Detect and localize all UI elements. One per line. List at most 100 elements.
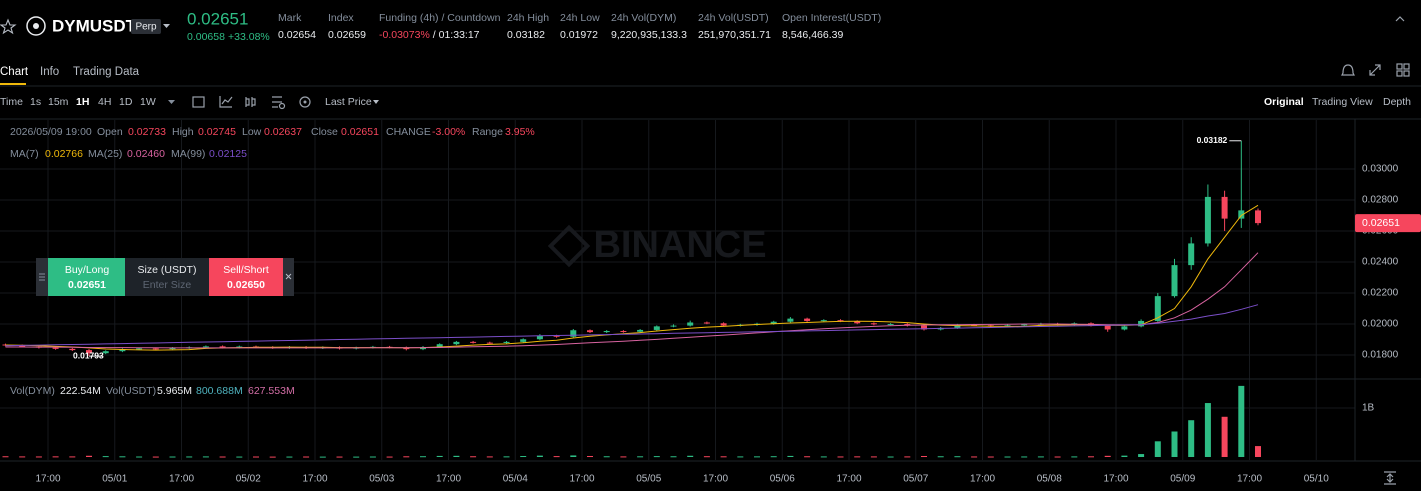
y-tick-label: 0.02200 — [1362, 288, 1399, 299]
candle-body — [1104, 325, 1111, 330]
volume-label: Vol(DYM) — [10, 385, 55, 397]
volume-bar — [35, 456, 42, 458]
indicator-icon[interactable] — [219, 96, 233, 108]
interval[interactable]: 15m — [48, 96, 69, 108]
x-tick-label: 05/01 — [102, 474, 127, 485]
calendar-icon[interactable] — [192, 96, 205, 108]
volume-bar — [787, 455, 794, 457]
size-input[interactable] — [125, 258, 209, 296]
volume-bar — [921, 456, 927, 458]
volume-bar — [152, 456, 159, 458]
candle-body — [620, 331, 627, 333]
candle-body — [854, 321, 861, 324]
interval[interactable]: 4H — [98, 96, 111, 108]
stat-value: 0.03182 — [507, 29, 545, 41]
candle-body — [1021, 324, 1028, 326]
symbol[interactable]: DYMUSDT — [52, 16, 137, 35]
candle-body — [954, 324, 961, 328]
collapse-icon[interactable] — [1395, 16, 1405, 22]
volume-bar — [52, 456, 59, 458]
volume-bar — [369, 456, 376, 458]
layout-icon[interactable] — [1396, 63, 1403, 70]
badge-bg — [131, 19, 161, 34]
interval[interactable]: Time — [0, 96, 23, 108]
volume-bar — [503, 456, 510, 458]
candle-body — [19, 345, 26, 347]
volume-bar — [670, 456, 677, 458]
candle-body — [503, 341, 510, 343]
layout-icon[interactable] — [1403, 63, 1410, 70]
volume-bar — [303, 456, 310, 458]
view-option[interactable]: Depth — [1383, 96, 1411, 108]
candle-body — [687, 322, 694, 326]
candle-body — [1204, 196, 1211, 244]
watermark: BINANCE — [593, 224, 766, 266]
stat-label: 24h Vol(DYM) — [611, 12, 676, 24]
candle-body — [136, 348, 143, 350]
tab[interactable]: Trading Data — [73, 66, 140, 78]
stat-value: -0.03073%/ 01:33:17 — [379, 29, 480, 41]
stat-value: 8,546,466.39 — [782, 29, 843, 41]
volume-bar — [403, 456, 410, 458]
interval[interactable]: 1W — [140, 96, 156, 108]
candle-body — [1154, 296, 1161, 321]
favorite-star[interactable] — [0, 18, 17, 35]
candle-body — [152, 348, 159, 350]
interval[interactable]: 1H — [76, 96, 89, 108]
candle-body — [971, 324, 978, 326]
candle-body — [202, 346, 209, 348]
buy-button[interactable] — [48, 258, 125, 296]
draw-icon[interactable] — [299, 96, 311, 108]
volume-bar — [486, 456, 493, 458]
candle-body — [770, 321, 777, 324]
volume-bar — [420, 456, 426, 458]
volume-bar — [1171, 431, 1178, 457]
candle-body — [1255, 210, 1261, 224]
alert-icon[interactable] — [1341, 64, 1355, 76]
tab[interactable]: Info — [40, 66, 59, 78]
expand-icon[interactable] — [1369, 64, 1381, 76]
volume-bar — [887, 456, 894, 458]
candle-body — [536, 335, 543, 340]
layout-icon[interactable] — [1403, 70, 1410, 77]
close-icon — [285, 273, 292, 280]
candle-body — [219, 346, 226, 348]
x-tick-label: 17:00 — [1237, 474, 1262, 485]
interval[interactable]: 1D — [119, 96, 133, 108]
candle-body — [603, 331, 610, 333]
volume-bar — [620, 456, 627, 458]
volume-bar — [904, 456, 911, 458]
layout-icon[interactable] — [1396, 70, 1403, 77]
stat-label: Funding (4h) / Countdown — [379, 12, 501, 24]
candle-type-icon[interactable] — [245, 97, 256, 107]
interval[interactable]: 1s — [30, 96, 41, 108]
candle-body — [236, 346, 243, 348]
settings-icon[interactable] — [272, 96, 282, 108]
candle-body — [870, 323, 877, 325]
volume-bar — [1054, 456, 1061, 458]
interval-caret[interactable] — [168, 100, 175, 104]
x-tick-label: 17:00 — [35, 474, 60, 485]
symbol-caret[interactable] — [163, 24, 170, 28]
volume-bar — [954, 456, 961, 458]
price-source-caret[interactable] — [373, 100, 379, 104]
volume-bar — [837, 456, 844, 458]
view-option[interactable]: Original — [1264, 96, 1304, 108]
ohlc-label: High — [172, 126, 194, 138]
sell-label: Sell/Short — [223, 264, 269, 276]
tab[interactable]: Chart — [0, 66, 29, 78]
candle-body — [102, 351, 109, 354]
price-change-pct: +33.08% — [228, 31, 270, 43]
scale-icon[interactable] — [1384, 471, 1396, 485]
volume-bar — [386, 456, 393, 458]
volume-bar — [754, 456, 760, 458]
candle-body — [470, 341, 477, 343]
view-option[interactable]: Trading View — [1312, 96, 1373, 108]
volume-bar — [453, 455, 460, 457]
price-source[interactable]: Last Price — [325, 96, 372, 108]
sell-button[interactable] — [209, 258, 283, 296]
x-tick-label: 05/05 — [636, 474, 661, 485]
ma-name: MA(99) — [171, 148, 205, 160]
candle-body — [1121, 326, 1128, 330]
